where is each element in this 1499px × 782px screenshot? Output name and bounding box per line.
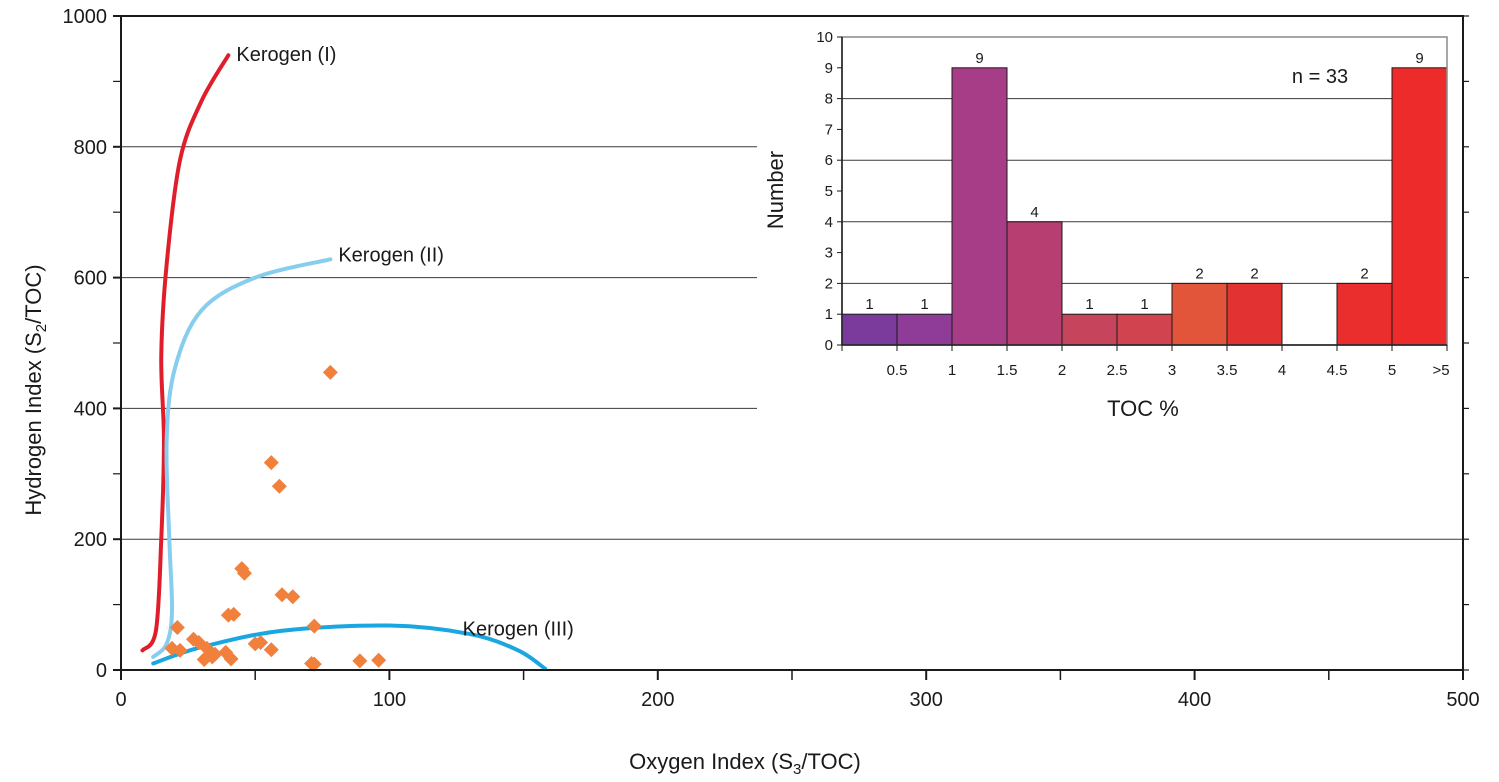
kerogen-curves: Kerogen (I) Kerogen (II) Kerogen (III)	[140, 44, 574, 671]
inset-y-tick-label: 8	[825, 91, 833, 108]
bar-value-label: 4	[1030, 204, 1038, 221]
sample-point	[285, 589, 301, 605]
histogram-bar	[1226, 282, 1283, 346]
bar-value-label: 1	[865, 296, 873, 313]
sample-point	[172, 642, 188, 658]
sample-point	[274, 587, 290, 603]
x-axis-title: Oxygen Index (S3/TOC)	[629, 749, 861, 778]
inset-y-tick-label: 5	[825, 183, 833, 200]
y-tick-label: 200	[74, 529, 107, 551]
sample-point	[226, 606, 242, 622]
histogram-bar	[1006, 221, 1063, 346]
histogram-bar	[896, 313, 953, 346]
sample-point	[371, 652, 387, 668]
histogram-bar	[1336, 282, 1393, 346]
inset-y-tick-label: 9	[825, 60, 833, 77]
x-tick-label: 100	[373, 689, 406, 711]
inset-background	[757, 18, 1462, 422]
y-tick-label: 0	[96, 660, 107, 682]
bar-value-label: 9	[975, 50, 983, 67]
histogram-bar	[1391, 67, 1448, 346]
x-tick-label: 500	[1446, 689, 1479, 711]
kerogen-curve-label: Kerogen (I)	[236, 44, 336, 66]
y-tick-label: 800	[74, 137, 107, 159]
inset-x-tick-label: 1	[948, 362, 956, 379]
inset-y-tick-label: 0	[825, 337, 833, 354]
inset-x-tick-label: >5	[1432, 362, 1449, 379]
inset-x-tick-label: 2.5	[1107, 362, 1128, 379]
kerogen-curve-label: Kerogen (II)	[338, 244, 444, 266]
bar-value-label: 2	[1360, 265, 1368, 282]
inset-axes: 0 1 2 3 4 5 6 7 8 9 10 0.5 1 1.5 2 2.5 3 3.5 4 4.5 5 >5	[816, 29, 1449, 379]
inset-y-tick-label: 1	[825, 306, 833, 323]
sample-point	[271, 478, 287, 494]
sample-point	[223, 651, 239, 667]
bar-value-label: 1	[1140, 296, 1148, 313]
bar-value-label: 2	[1250, 265, 1258, 282]
inset-y-tick-label: 6	[825, 152, 833, 169]
inset-y-tick-label: 2	[825, 275, 833, 292]
inset-x-tick-label: 4.5	[1327, 362, 1348, 379]
histogram-bar	[951, 67, 1008, 346]
sample-point	[306, 618, 322, 634]
inset-x-tick-label: 4	[1278, 362, 1286, 379]
sample-point	[236, 565, 252, 581]
y-tick-label: 600	[74, 268, 107, 290]
inset-x-tick-label: 3	[1168, 362, 1176, 379]
inset-x-tick-label: 1.5	[997, 362, 1018, 379]
inset-x-axis-title: TOC %	[1107, 396, 1179, 421]
inset-annotation: n = 33	[1292, 66, 1348, 88]
bar-value-label: 9	[1415, 50, 1423, 67]
inset-x-tick-label: 3.5	[1217, 362, 1238, 379]
sample-point	[263, 642, 279, 658]
histogram-bar	[1116, 313, 1173, 346]
sample-points	[164, 364, 387, 672]
sample-point	[322, 364, 338, 380]
inset-y-tick-label: 4	[825, 214, 833, 231]
sample-point	[306, 656, 322, 672]
histogram-bar	[841, 313, 898, 346]
x-tick-label: 0	[115, 689, 126, 711]
inset-x-tick-label: 5	[1388, 362, 1396, 379]
inset-y-tick-label: 7	[825, 121, 833, 138]
sample-point	[253, 635, 269, 651]
bar-value-label: 2	[1195, 265, 1203, 282]
histogram-bar	[1171, 282, 1228, 346]
bar-value-label: 1	[920, 296, 928, 313]
inset-y-tick-label: 3	[825, 245, 833, 262]
kerogen-curve	[140, 53, 231, 653]
y-axis-title: Hydrogen Index (S2/TOC)	[21, 264, 50, 515]
inset-x-tick-label: 2	[1058, 362, 1066, 379]
inset-y-tick-label: 10	[816, 29, 833, 46]
kerogen-curve-label: Kerogen (III)	[463, 618, 574, 640]
x-tick-label: 300	[910, 689, 943, 711]
x-tick-label: 400	[1178, 689, 1211, 711]
inset-y-axis-title: Number	[763, 151, 788, 229]
inset-x-tick-label: 0.5	[887, 362, 908, 379]
y-tick-label: 400	[74, 398, 107, 420]
y-tick-label: 1000	[63, 6, 108, 28]
sample-point	[169, 619, 185, 635]
x-tick-label: 200	[641, 689, 674, 711]
kerogen-curve	[151, 257, 333, 659]
bar-value-label: 1	[1085, 296, 1093, 313]
sample-point	[204, 649, 220, 665]
histogram-bar	[1061, 313, 1118, 346]
sample-point	[352, 653, 368, 669]
sample-point	[263, 455, 279, 471]
